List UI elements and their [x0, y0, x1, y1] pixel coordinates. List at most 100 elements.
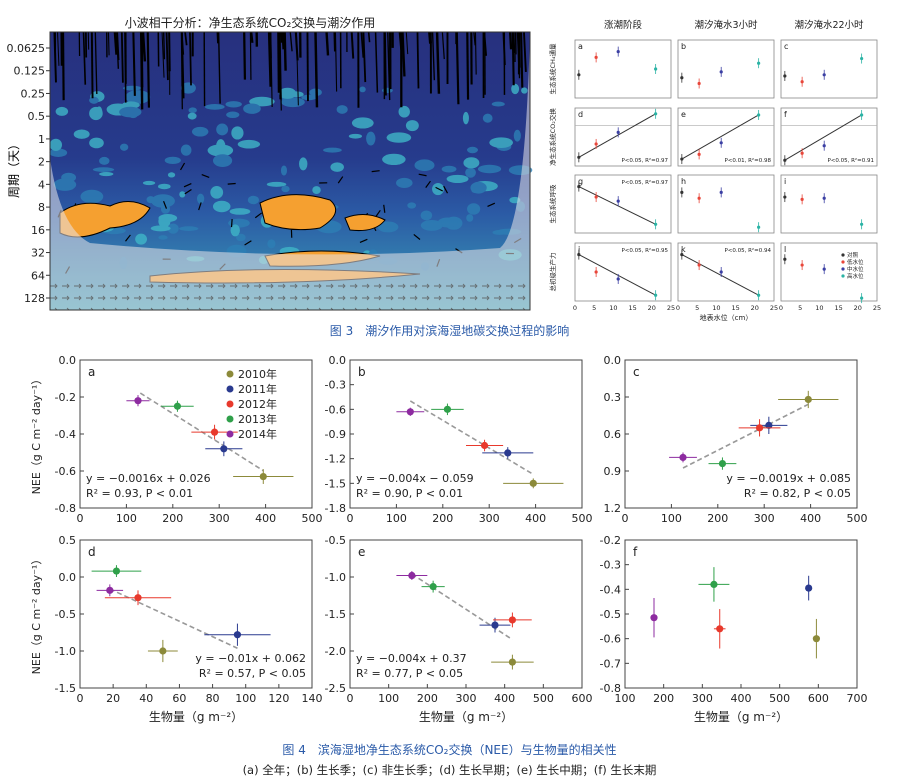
wavelet-texture: [146, 196, 155, 204]
x-tick-label: 200: [417, 692, 438, 705]
tidal-panel-grid: 涨潮阶段 潮汐淹水3小时 潮汐淹水22小时生态系统CH₄通量净生态系统CO₂交换生态…: [548, 19, 881, 322]
data-point: [783, 158, 787, 162]
data-point-2012: [210, 428, 219, 436]
wavelet-y-tick-label: 0.25: [21, 87, 46, 100]
data-point-2012: [480, 441, 489, 450]
data-point: [719, 141, 723, 145]
data-point-2011: [504, 449, 512, 457]
panel-x-tick-label: 25: [667, 304, 675, 312]
wavelet-y-tick-label: 4: [38, 178, 45, 191]
data-point-2014: [134, 397, 142, 405]
panel-letter: k: [681, 245, 686, 254]
panel-letter: l: [784, 245, 786, 254]
x-tick-label: 200: [162, 512, 183, 525]
x-tick-label: 300: [209, 512, 230, 525]
x-tick-label: 400: [525, 512, 546, 525]
phase-arrow: [375, 209, 381, 218]
wavelet-texture: [465, 167, 476, 178]
wavelet-texture: [151, 194, 175, 208]
x-tick-label: 0: [77, 692, 84, 705]
x-tick-label: 400: [731, 692, 752, 705]
y-tick-label: -0.6: [325, 403, 346, 416]
regression-line: [409, 400, 534, 476]
data-point: [822, 73, 826, 77]
panel-letter: b: [681, 42, 686, 51]
regression-line: [578, 186, 656, 225]
x-tick-label: 400: [494, 692, 515, 705]
wavelet-texture: [212, 154, 233, 168]
wavelet-texture: [289, 31, 293, 52]
phase-arrow: [184, 188, 192, 195]
wavelet-texture: [420, 210, 433, 221]
data-point-2010: [812, 635, 821, 643]
data-point: [757, 61, 761, 65]
x-tick-label: 600: [808, 692, 829, 705]
wavelet-texture: [431, 31, 436, 81]
panel-stat: P<0.05, R²=0.95: [621, 247, 668, 254]
wavelet-texture: [99, 156, 110, 165]
wavelet-texture: [511, 31, 515, 86]
wavelet-texture: [301, 94, 317, 101]
wavelet-texture: [49, 138, 63, 151]
wavelet-texture: [512, 31, 515, 53]
phase-arrow: [183, 182, 192, 188]
legend-entry: 2014年: [238, 427, 277, 441]
wavelet-texture: [333, 31, 336, 52]
data-point: [616, 277, 620, 281]
wavelet-texture: [398, 105, 410, 118]
data-point: [594, 142, 598, 146]
wavelet-texture: [73, 129, 90, 139]
figure-3-caption: 图 3 潮汐作用对滨海湿地碳交换过程的影响: [329, 324, 570, 338]
scatter-panel-e: 0 100 200 300 400 500 600 -0.5 -1.0 -1.5 -2.0 -2.5 e…: [325, 534, 593, 724]
wavelet-texture: [441, 31, 445, 60]
data-point: [654, 222, 658, 226]
x-tick-label: 100: [386, 512, 407, 525]
data-point: [757, 113, 761, 117]
x-tick-label: 100: [378, 692, 399, 705]
panel-letter: g: [578, 177, 583, 186]
wavelet-texture: [334, 31, 338, 92]
x-tick-label: 80: [206, 692, 220, 705]
regression-stats: R² = 0.57, P < 0.05: [199, 667, 306, 680]
wavelet-texture: [401, 31, 406, 77]
wavelet-texture: [382, 153, 406, 166]
wavelet-texture: [473, 31, 476, 46]
wavelet-texture: [116, 31, 120, 61]
data-point: [783, 74, 787, 78]
phase-arrow: [443, 185, 449, 194]
data-point: [800, 151, 804, 155]
wavelet-texture: [350, 31, 355, 59]
wavelet-texture: [204, 103, 225, 110]
wavelet-texture: [92, 167, 115, 172]
legend-entry: 高水位: [847, 272, 864, 280]
regression-equation: y = −0.004x − 0.059: [356, 472, 474, 485]
data-point-2013: [112, 567, 121, 575]
panel-column-title: 涨潮阶段: [604, 19, 643, 31]
phase-arrow: [244, 240, 252, 246]
wavelet-texture: [325, 31, 330, 56]
y-tick-label: 0.6: [604, 428, 622, 441]
data-point: [719, 70, 723, 74]
x-tick-label: 200: [653, 692, 674, 705]
wavelet-texture: [180, 144, 192, 156]
legend-marker: [226, 385, 234, 393]
x-tick-label: 300: [456, 692, 477, 705]
wavelet-texture: [243, 103, 261, 114]
data-point: [800, 80, 804, 84]
wavelet-y-tick-label: 1: [38, 133, 45, 146]
panel-frame: [677, 242, 775, 302]
wavelet-texture: [61, 31, 65, 101]
panel-stat: P<0.05, R²=0.91: [827, 157, 874, 164]
panel-row-label: 生态系统CH₄通量: [548, 43, 557, 95]
legend-marker: [226, 430, 234, 438]
phase-arrow: [227, 182, 236, 185]
wavelet-texture: [132, 31, 136, 96]
wavelet-texture: [270, 31, 273, 107]
y-axis-label: NEE（g C m⁻² day⁻¹）: [30, 554, 43, 675]
data-point-2014: [650, 614, 658, 622]
wavelet-texture: [336, 105, 348, 114]
data-point-2013: [443, 405, 452, 413]
wavelet-texture: [483, 31, 488, 56]
plot-frame: [349, 539, 583, 689]
wavelet-y-tick-label: 8: [38, 201, 45, 214]
